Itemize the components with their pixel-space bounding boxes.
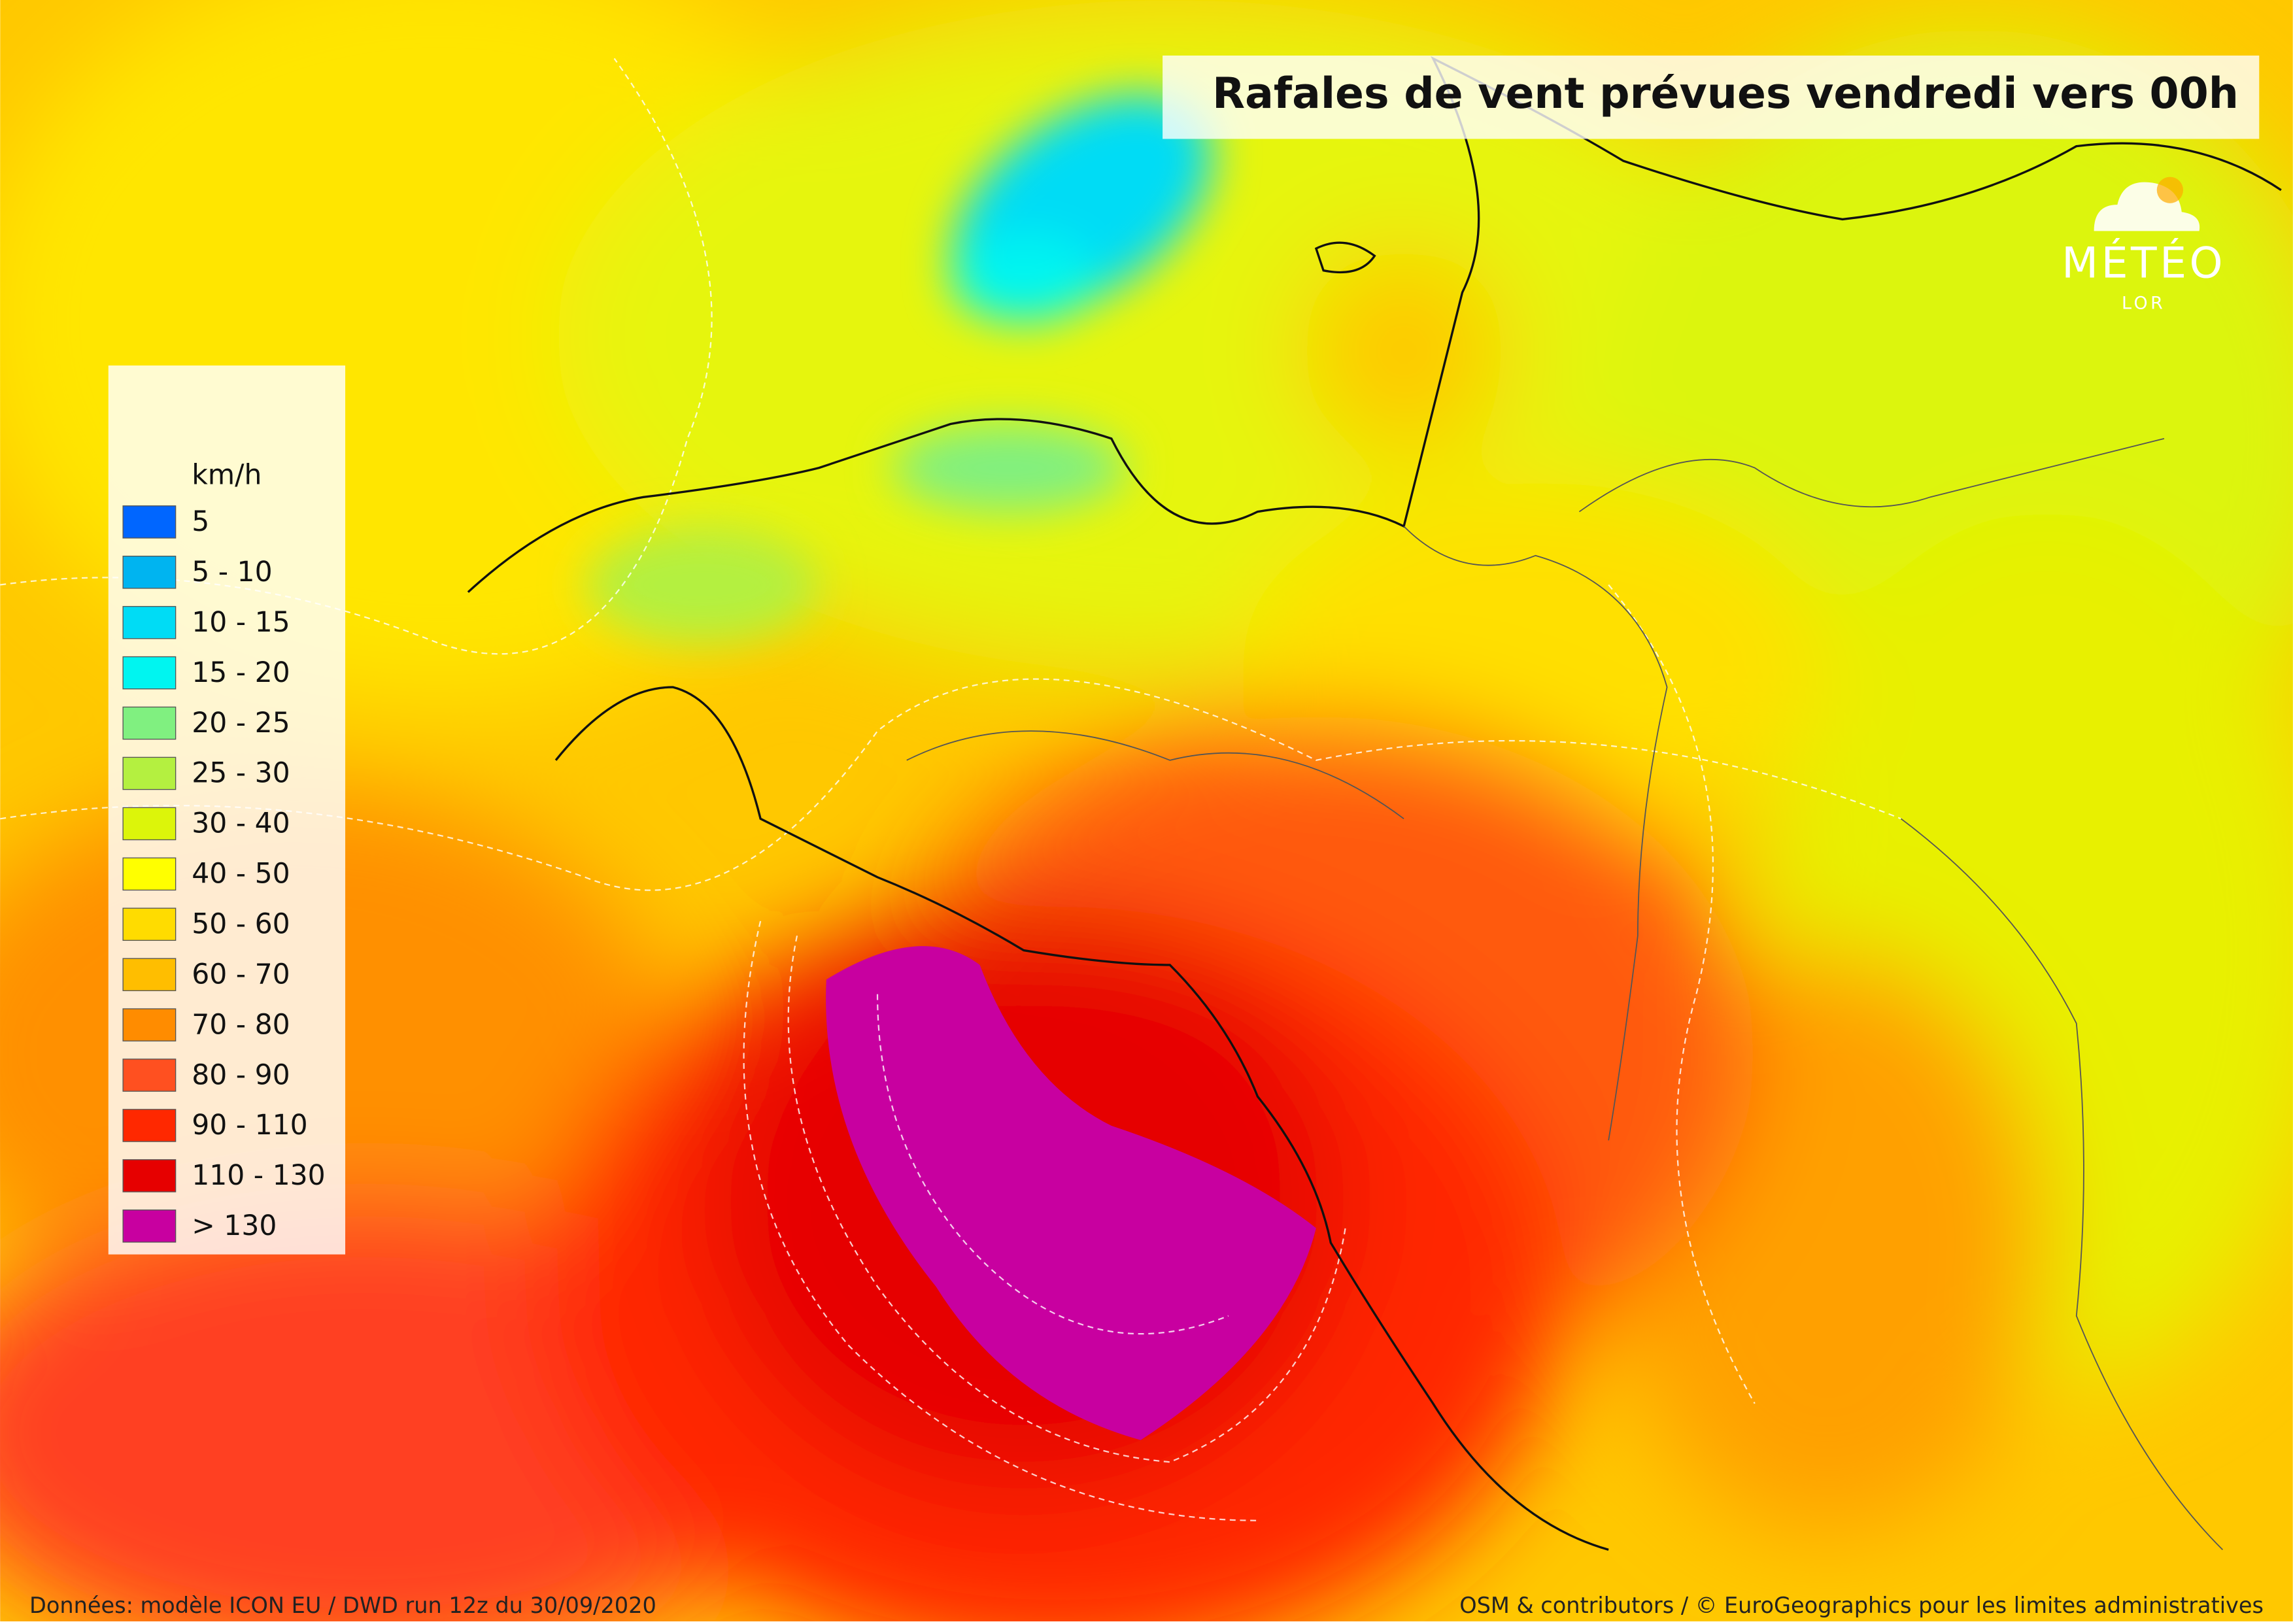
legend-swatch bbox=[122, 1058, 177, 1092]
legend-label: 30 - 40 bbox=[192, 808, 290, 840]
footer-source: Données: modèle ICON EU / DWD run 12z du… bbox=[29, 1593, 656, 1618]
legend-label: 10 - 15 bbox=[192, 607, 290, 639]
legend-label: 5 bbox=[192, 506, 209, 538]
legend-label: 5 - 10 bbox=[192, 556, 272, 588]
legend-swatch bbox=[122, 1109, 177, 1142]
legend: km/h 5 5 - 10 10 - 15 15 - 20 20 - 25 25 - 30… bbox=[108, 365, 346, 1255]
legend-label: 50 - 60 bbox=[192, 908, 290, 940]
legend-label: > 130 bbox=[192, 1210, 277, 1242]
legend-swatch bbox=[122, 605, 177, 639]
legend-unit: km/h bbox=[192, 460, 262, 492]
legend-swatch bbox=[122, 807, 177, 841]
title-box bbox=[1163, 55, 2260, 139]
legend-label: 40 - 50 bbox=[192, 858, 290, 890]
legend-swatch bbox=[122, 505, 177, 539]
legend-swatch bbox=[122, 1008, 177, 1041]
legend-swatch bbox=[122, 756, 177, 790]
legend-label: 70 - 80 bbox=[192, 1009, 290, 1041]
logo: MÉTÉO LOR bbox=[2062, 177, 2226, 314]
footer-credits: OSM & contributors / © EuroGeographics p… bbox=[1459, 1593, 2264, 1618]
legend-label: 15 - 20 bbox=[192, 657, 290, 689]
legend-label: 25 - 30 bbox=[192, 758, 290, 790]
legend-swatch bbox=[122, 656, 177, 690]
logo-name: MÉTÉO bbox=[2062, 239, 2226, 288]
legend-swatch bbox=[122, 555, 177, 589]
legend-swatch bbox=[122, 1159, 177, 1193]
legend-swatch bbox=[122, 958, 177, 991]
legend-label: 80 - 90 bbox=[192, 1059, 290, 1091]
legend-swatch bbox=[122, 1210, 177, 1243]
title: Rafales de vent prévues vendredi vers 00… bbox=[1212, 69, 2239, 118]
legend-label: 90 - 110 bbox=[192, 1109, 307, 1142]
legend-swatch bbox=[122, 857, 177, 891]
legend-swatch bbox=[122, 907, 177, 941]
legend-label: 20 - 25 bbox=[192, 707, 290, 739]
logo-sun bbox=[2156, 177, 2184, 203]
legend-label: 110 - 130 bbox=[192, 1160, 325, 1192]
legend-swatch bbox=[122, 706, 177, 740]
legend-label: 60 - 70 bbox=[192, 958, 290, 990]
logo-subname: LOR bbox=[2122, 294, 2166, 314]
